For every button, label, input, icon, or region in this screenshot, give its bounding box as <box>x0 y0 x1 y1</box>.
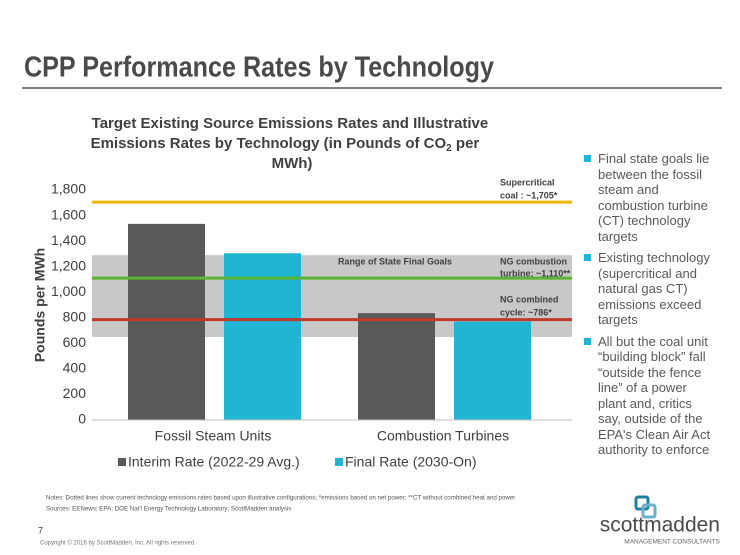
reference-label: turbine: ~1,110** <box>500 268 571 278</box>
y-tick-label: 1,400 <box>51 232 86 248</box>
y-tick-label: 200 <box>63 385 87 401</box>
copyright: Copyright © 2016 by ScottMadden, Inc. Al… <box>40 540 196 547</box>
legend-swatch <box>335 458 343 466</box>
bar <box>128 223 205 420</box>
chart-title: Target Existing Source Emissions Rates a… <box>91 115 493 172</box>
legend-label: Interim Rate (2022-29 Avg.) <box>128 454 300 470</box>
x-tick-label: Combustion Turbines <box>377 428 509 444</box>
y-tick-label: 600 <box>63 334 87 350</box>
y-tick-label: 1,800 <box>51 181 86 197</box>
reference-label: coal : ~1,705* <box>500 190 558 200</box>
logo-tagline: MANAGEMENT CONSULTANTS <box>624 539 720 546</box>
note: Sources: EENews; EPA; DOE Nat'l Energy T… <box>46 506 291 513</box>
bullet: Final state goals lie between the fossil… <box>582 151 716 244</box>
logo: scottmadden MANAGEMENT CONSULTANTS <box>600 495 721 546</box>
legend-label: Final Rate (2030-On) <box>345 454 477 470</box>
y-axis-title: Pounds per MWh <box>32 248 48 362</box>
y-tick-label: 1,600 <box>51 206 86 222</box>
bar <box>224 253 301 420</box>
reference-label: cycle: ~786* <box>500 307 552 317</box>
bar <box>358 313 435 420</box>
reference-label: NG combined <box>500 294 559 304</box>
bar <box>454 321 531 420</box>
legend-swatch <box>118 458 126 466</box>
y-tick-label: 1,000 <box>51 283 86 299</box>
bullet-list: Final state goals lie between the fossil… <box>582 151 716 464</box>
logo-name: scottmadden <box>600 514 720 537</box>
bullet: All but the coal unit “building block” f… <box>582 334 716 458</box>
logo-icon <box>641 503 657 519</box>
range-label: Range of State Final Goals <box>338 256 452 266</box>
y-tick-label: 400 <box>63 360 87 376</box>
note: Notes: Dotted lines show current technol… <box>46 495 515 502</box>
reference-label: Supercritical <box>500 177 555 187</box>
x-tick-label: Fossil Steam Units <box>155 428 272 444</box>
page-number: 7 <box>38 525 43 535</box>
y-tick-label: 0 <box>78 411 86 427</box>
slide-title: CPP Performance Rates by Technology <box>24 52 494 84</box>
reference-label: NG combustion <box>500 256 567 266</box>
y-tick-label: 800 <box>63 308 87 324</box>
bullet: Existing technology (supercritical and n… <box>582 250 716 328</box>
y-tick-label: 1,200 <box>51 257 86 273</box>
